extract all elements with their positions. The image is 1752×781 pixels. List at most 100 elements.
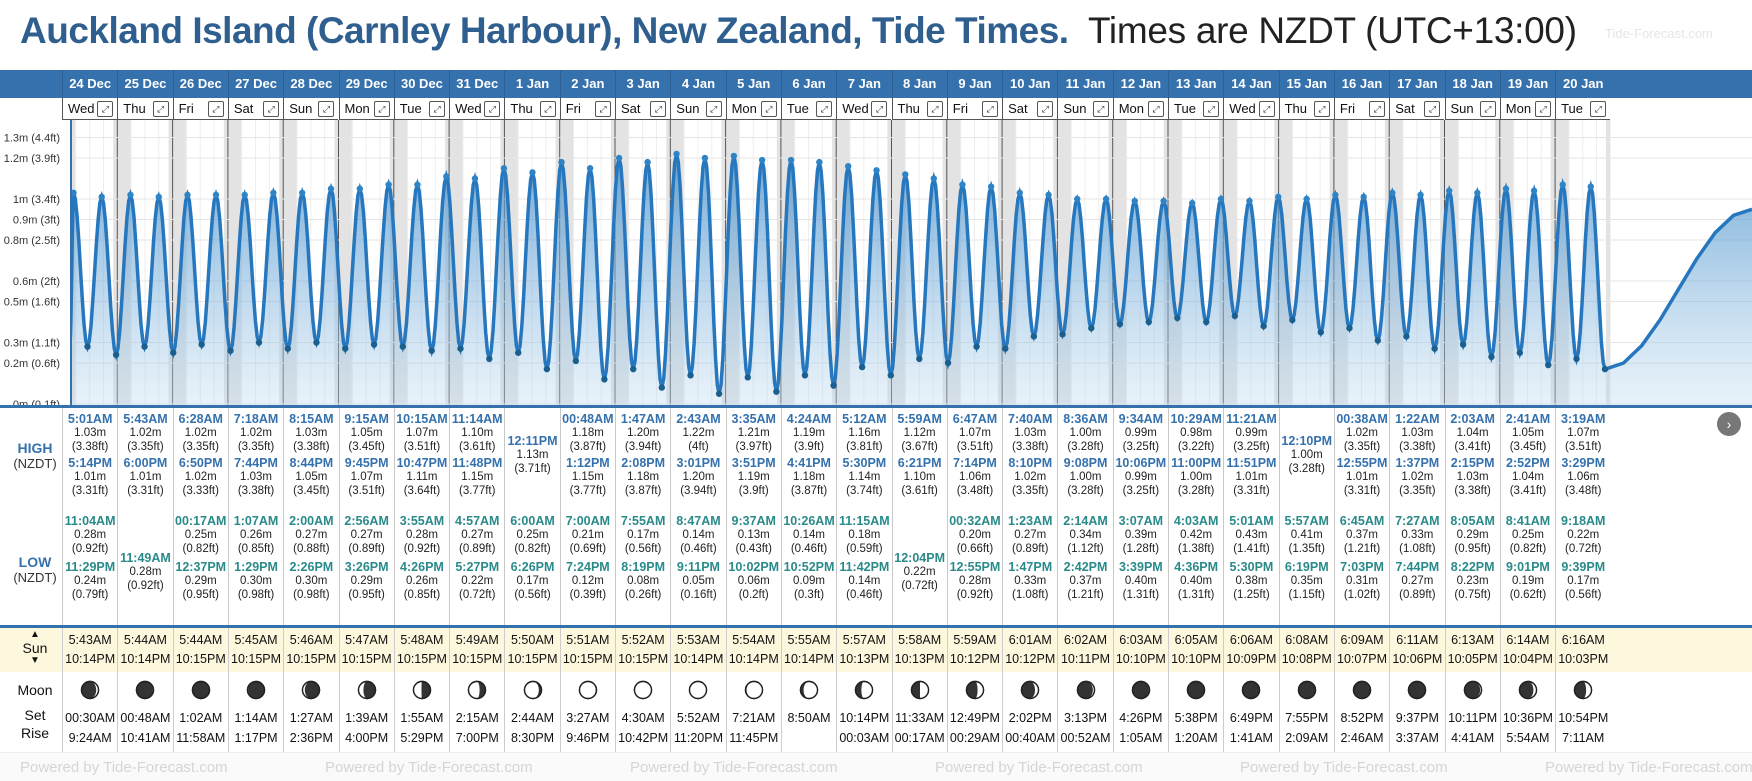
tide-height-ft: (3.48ft) [1565,485,1602,497]
expand-icon[interactable]: ⤢ [1424,101,1441,117]
expand-icon[interactable]: ⤢ [97,101,114,117]
expand-icon[interactable]: ⤢ [1479,101,1496,117]
sunrise-time: 5:47AM [345,633,389,647]
tide-height-m: 0.14m [848,575,881,587]
low-tide-point [1289,316,1296,324]
tide-height-m: 1.00m [1290,449,1323,461]
sunrise-time: 5:44AM [123,633,167,647]
expand-icon[interactable]: ⤢ [1258,101,1275,117]
low-tide-entry: 6:26PM 0.17m (0.56ft) [505,560,559,602]
night-shade [832,120,837,405]
expand-icon[interactable]: ⤢ [1203,101,1220,117]
moon-day-cell: 00:30AM 9:24AM [62,672,117,752]
footer-watermark: Powered by Tide-Forecast.com [630,759,838,776]
sun-day-cell: 5:50AM 10:15PM [504,628,559,672]
expand-icon[interactable]: ⤢ [373,101,390,117]
moonrise-time: 00:29AM [949,731,1000,745]
tide-day-cell: 5:43AM 1.02m (3.35ft) 6:00PM 1.01m (3.31ft) [117,408,172,510]
tide-height-m: 1.01m [74,471,107,483]
expand-icon[interactable]: ⤢ [650,101,667,117]
weekday-label: Sat [233,101,254,116]
high-tide-entry: 11:14AM 1.10m (3.61ft) [450,412,504,454]
high-tide-entry: 11:00PM 1.00m (3.28ft) [1169,456,1223,498]
tide-time: 10:47PM [396,456,448,470]
low-tide-point [1374,337,1381,344]
tide-time: 7:55AM [620,514,666,528]
moonrise-time: 11:20PM [673,731,723,745]
tide-time: 7:44PM [234,456,278,470]
expand-icon[interactable]: ⤢ [871,101,888,117]
tide-height-ft: (3.25ft) [1233,441,1270,453]
expand-icon[interactable]: ⤢ [207,101,224,117]
low-tide-point [112,351,120,358]
tide-height-m: 1.04m [1511,471,1544,483]
expand-icon[interactable]: ⤢ [484,101,501,117]
tide-height-ft: (1.02ft) [1343,589,1381,601]
moon-phase-icon [910,680,929,700]
expand-icon[interactable]: ⤢ [1147,101,1164,117]
tide-height-ft: (1.08ft) [1399,543,1436,555]
tide-time: 12:55PM [949,560,1001,574]
high-tide-point [816,158,823,166]
expand-icon[interactable]: ⤢ [760,101,777,117]
tide-height-ft: (0.92ft) [71,543,109,555]
low-tide-entry: 2:26PM 0.30m (0.98ft) [284,560,338,602]
tide-height-ft: (0.69ft) [569,543,607,555]
expand-icon[interactable]: ⤢ [429,101,446,117]
high-tide-entry: 9:08PM 1.00m (3.28ft) [1058,456,1112,498]
expand-icon[interactable]: ⤢ [318,101,335,117]
tide-height-m: 0.29m [350,575,383,587]
expand-icon[interactable]: ⤢ [1369,101,1386,117]
expand-icon[interactable]: ⤢ [1313,101,1330,117]
moon-phase-icon [744,680,763,700]
tide-height-ft: (0.85ft) [403,589,441,601]
tide-height-ft: (3.35ft) [127,441,164,453]
tide-height-ft: (3.71ft) [514,463,551,475]
moonrise-time: 1:20AM [1174,731,1218,745]
sunrise-time: 6:03AM [1119,633,1163,647]
high-tide-entry: 1:22AM 1.03m (3.38ft) [1390,412,1444,454]
date-cell: 19 Jan [1499,70,1555,98]
tide-time: 5:01AM [1229,514,1274,528]
expand-icon[interactable]: ⤢ [926,101,943,117]
low-tide-point [858,363,866,371]
high-tide-point [385,181,392,188]
expand-icon[interactable]: ⤢ [263,101,280,117]
tide-time: 11:29PM [65,560,116,574]
scroll-right-icon[interactable]: › [1717,412,1741,436]
y-axis-label: 0.9m (3ft) [13,215,60,227]
footer-watermark: Powered by Tide-Forecast.com [1545,759,1752,776]
expand-icon[interactable]: ⤢ [1037,101,1054,117]
expand-icon[interactable]: ⤢ [1092,101,1109,117]
high-tide-entry: 12:11PM 1.13m (3.71ft) [505,434,559,476]
footer-watermark: Powered by Tide-Forecast.com [325,759,533,776]
tide-day-cell: 11:14AM 1.10m (3.61ft) 11:48PM 1.15m (3.77ft) [449,408,504,510]
tide-height-m: 0.28m [958,575,991,587]
low-tide-entry: 9:01PM 0.19m (0.62ft) [1501,560,1555,602]
moonset-time: 1:14AM [234,711,278,725]
low-tide-entry: 9:18AM 0.22m (0.72ft) [1556,514,1610,556]
tide-height-ft: (3.51ft) [403,441,441,453]
sunset-time: 10:04PM [1502,652,1553,666]
expand-icon[interactable]: ⤢ [816,101,833,117]
expand-icon[interactable]: ⤢ [539,101,556,117]
low-tide-entry: 7:03PM 0.31m (1.02ft) [1335,560,1389,602]
expand-icon[interactable]: ⤢ [152,101,169,117]
low-tide-point [916,355,923,363]
sun-up-arrow-icon: ▲ [30,629,40,640]
expand-icon[interactable]: ⤢ [1535,101,1552,117]
tide-height-ft: (3.45ft) [348,441,385,453]
expand-icon[interactable]: ⤢ [594,101,611,117]
expand-icon[interactable]: ⤢ [982,101,999,117]
expand-icon[interactable]: ⤢ [1590,101,1607,117]
moon-day-cell: 5:38PM 1:20AM [1168,672,1223,752]
sunrise-time: 5:50AM [510,633,555,647]
low-tide-entry: 7:55AM 0.17m (0.56ft) [616,514,670,556]
expand-icon[interactable]: ⤢ [705,101,722,117]
moon-phase-icon [633,680,653,700]
date-cell: 29 Dec [338,70,394,98]
weekday-label: Mon [344,101,370,116]
tide-day-cell: 6:28AM 1.02m (3.35ft) 6:50PM 1.02m (3.33ft) [172,408,228,510]
tide-height-m: 1.05m [295,471,328,483]
tide-height-ft: (0.16ft) [680,589,717,601]
